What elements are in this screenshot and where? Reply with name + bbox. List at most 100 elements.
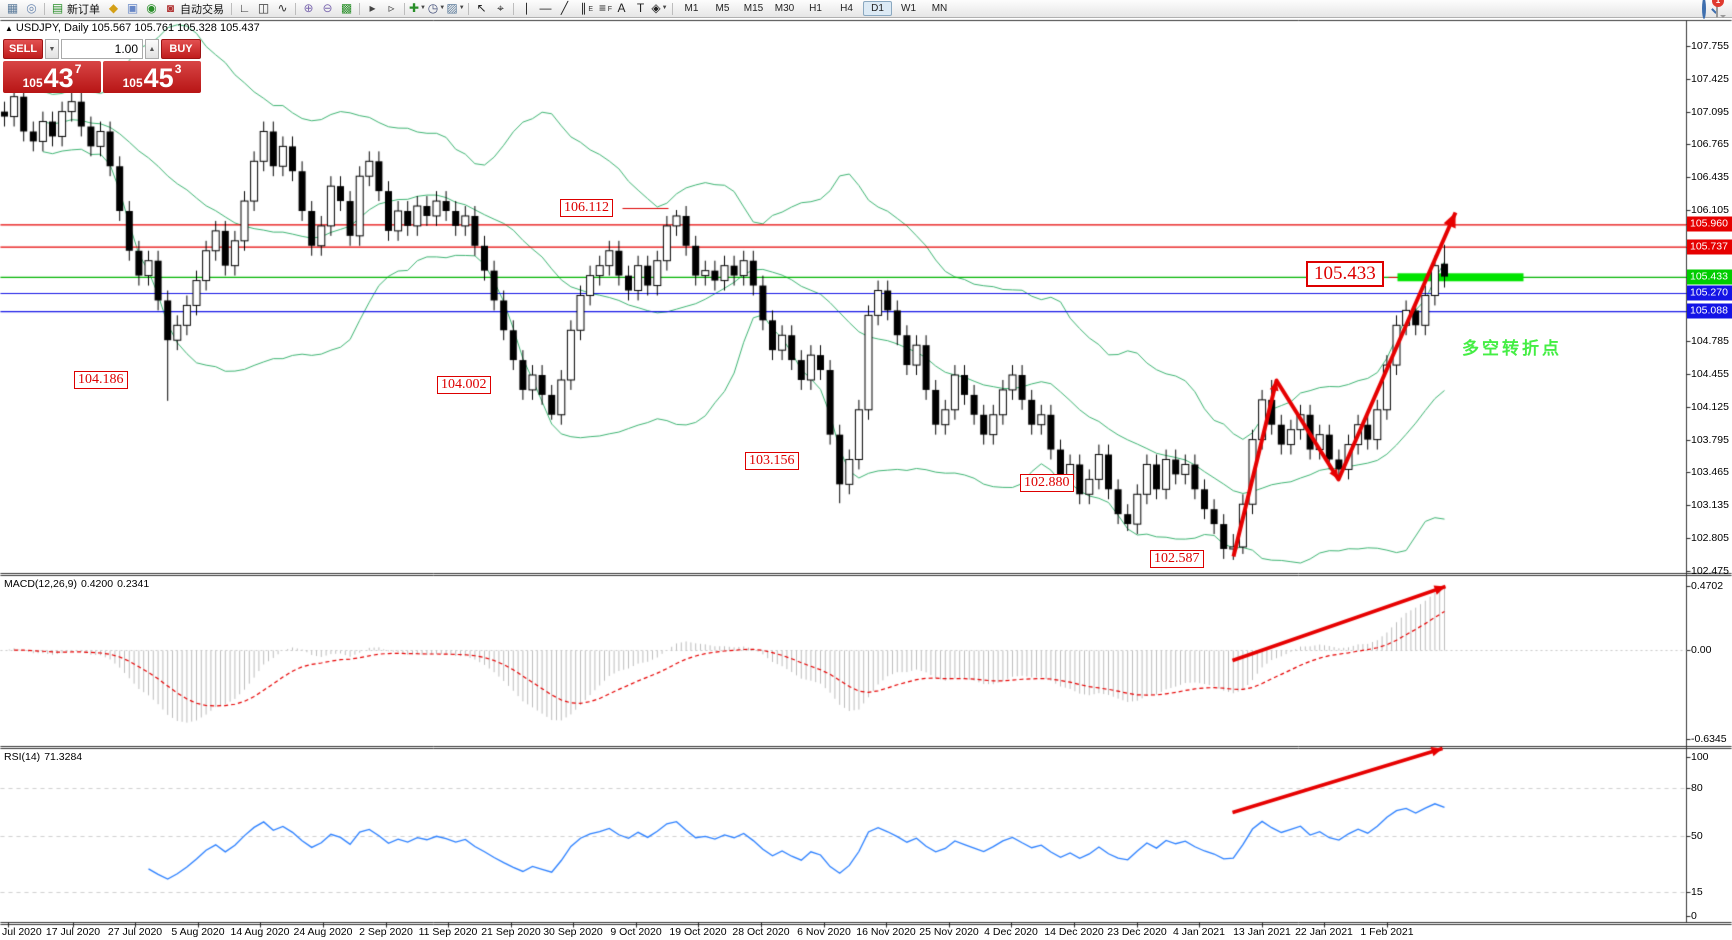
toolbar-separator xyxy=(295,2,296,15)
sell-button[interactable]: SELL xyxy=(3,39,43,59)
new-order-label[interactable]: 新订单 xyxy=(67,3,100,16)
date-label: 1 Feb 2021 xyxy=(1360,926,1414,938)
equidistant-channel-icon[interactable]: ∥ E xyxy=(580,1,594,15)
chart-window-icon[interactable]: ▦ xyxy=(6,1,19,15)
timeframe-button-m15[interactable]: M15 xyxy=(743,3,764,14)
date-label: 9 Oct 2020 xyxy=(610,926,662,938)
volume-input[interactable] xyxy=(61,39,143,59)
price-tick-label: 106.105 xyxy=(1691,204,1729,216)
date-label: 28 Oct 2020 xyxy=(732,926,790,938)
trend-annotation-text[interactable]: 多空转折点 xyxy=(1462,339,1562,358)
volume-increase-button[interactable]: ▲ xyxy=(145,39,159,59)
date-label: 30 Sep 2020 xyxy=(543,926,603,938)
price-level-badge: 105.737 xyxy=(1687,239,1732,255)
date-label: Jul 2020 xyxy=(2,926,42,938)
history-center-icon[interactable]: ◆ xyxy=(108,1,119,15)
timeframe-button-m5[interactable]: M5 xyxy=(715,3,730,14)
timeframe-toolbar: M1 M5 M15 M30 H1 H4 D1 W1 MN xyxy=(676,1,955,16)
ask-prefix: 105 xyxy=(122,76,143,90)
signals-icon[interactable]: ◉ xyxy=(146,1,157,15)
chart-shift-icon[interactable]: ▹ xyxy=(388,1,395,15)
templates-icon[interactable]: ▨ ▼ xyxy=(446,1,465,15)
price-annotation-label[interactable]: 104.002 xyxy=(437,376,491,394)
date-label: 22 Jan 2021 xyxy=(1295,926,1353,938)
indicators-icon[interactable]: ✚ ▼ xyxy=(408,1,426,15)
date-label: 16 Nov 2020 xyxy=(856,926,916,938)
auto-scroll-icon[interactable]: ▸ xyxy=(369,1,376,15)
timeframe-button-m30[interactable]: M30 xyxy=(774,3,795,14)
price-tick-label: 104.455 xyxy=(1691,368,1729,380)
date-label: 14 Dec 2020 xyxy=(1044,926,1104,938)
price-annotation-label[interactable]: 102.587 xyxy=(1150,550,1204,568)
price-level-badge: 105.960 xyxy=(1687,216,1732,232)
price-tick-label: 107.425 xyxy=(1691,73,1729,85)
fibonacci-icon[interactable]: ≡ F xyxy=(598,1,612,15)
date-label: 21 Sep 2020 xyxy=(481,926,541,938)
price-tick-label: 104.785 xyxy=(1691,335,1729,347)
new-order-icon[interactable]: ▤ xyxy=(51,1,64,15)
ask-pipette: 3 xyxy=(174,62,182,76)
date-label: 17 Jul 2020 xyxy=(45,926,101,938)
timeframe-button-mn[interactable]: MN xyxy=(931,3,948,14)
price-annotation-label[interactable]: 102.880 xyxy=(1020,474,1074,492)
zoom-out-icon[interactable]: ⊖ xyxy=(322,1,333,15)
print-preview-icon[interactable]: ◎ xyxy=(26,1,37,15)
price-annotation-label[interactable]: 106.112 xyxy=(560,199,613,217)
price-annotation-label[interactable]: 104.186 xyxy=(74,371,128,389)
bid-price-button[interactable]: 105 43 7 xyxy=(3,61,101,93)
timeframe-button-w1[interactable]: W1 xyxy=(901,3,916,14)
arrows-icon[interactable]: ◈ ▼ xyxy=(651,1,668,15)
price-annotation-label-105433[interactable]: 105.433 xyxy=(1306,261,1384,287)
buy-button[interactable]: BUY xyxy=(161,39,201,59)
tile-windows-icon[interactable]: ▩ xyxy=(340,1,353,15)
macd-tick-label: 0.00 xyxy=(1691,644,1712,656)
date-label: 24 Aug 2020 xyxy=(293,926,353,938)
date-label: 27 Jul 2020 xyxy=(107,926,163,938)
horizontal-line-icon[interactable]: — xyxy=(539,1,552,15)
terminal-icon[interactable]: ▣ xyxy=(126,1,139,15)
periods-icon[interactable]: ◷ ▼ xyxy=(427,1,446,15)
text-label-icon[interactable]: T xyxy=(636,1,645,15)
zoom-in-icon[interactable]: ⊕ xyxy=(303,1,314,15)
trendline-icon[interactable]: ╱ xyxy=(560,1,569,15)
rsi-tick-label: 100 xyxy=(1691,751,1709,763)
vertical-line-icon[interactable]: ∣ xyxy=(523,1,530,15)
crosshair-icon[interactable]: ⌖ xyxy=(497,1,504,15)
chart-bars-icon[interactable]: ∟ xyxy=(238,1,251,15)
chart-line-icon[interactable]: ∿ xyxy=(277,1,288,15)
price-tick-label: 103.465 xyxy=(1691,466,1729,478)
main-toolbar: ▦ ◎ ▤ 新订单 ◆ ▣ ◉ ◙ 自动交易 ∟ ◫ ∿ ⊕ ⊖ ▩ ▸ ▹ ✚ ▼ ◷ ▼ ▨ ▼ ↖ ⌖ ∣ — ╱ ∥ E ≡ F A T ◈… xyxy=(0,0,1732,19)
date-label: 4 Jan 2021 xyxy=(1173,926,1225,938)
bid-big-digits: 43 xyxy=(43,63,74,93)
ask-big-digits: 45 xyxy=(143,63,174,93)
text-icon[interactable]: A xyxy=(617,1,626,15)
autotrading-icon[interactable]: ◙ xyxy=(166,1,175,15)
price-level-badge: 105.270 xyxy=(1687,285,1732,301)
timeframe-button-h1[interactable]: H1 xyxy=(809,3,822,14)
toolbar-separator xyxy=(672,2,673,15)
timeframe-button-m1[interactable]: M1 xyxy=(684,3,699,14)
volume-decrease-button[interactable]: ▼ xyxy=(45,39,59,59)
price-tick-label: 102.475 xyxy=(1691,565,1729,577)
autotrading-label[interactable]: 自动交易 xyxy=(180,3,224,16)
chart-candles-icon[interactable]: ◫ xyxy=(257,1,270,15)
date-label: 13 Jan 2021 xyxy=(1233,926,1291,938)
date-label: 23 Dec 2020 xyxy=(1107,926,1167,938)
search-icon[interactable] xyxy=(1702,0,1706,19)
price-level-badge: 105.433 xyxy=(1687,269,1732,285)
timeframe-button-d1[interactable]: D1 xyxy=(863,1,892,16)
timeframe-button-h4[interactable]: H4 xyxy=(840,3,853,14)
date-label: 19 Oct 2020 xyxy=(669,926,727,938)
toolbar-separator xyxy=(44,2,45,15)
notifications-icon[interactable]: 1 xyxy=(1712,0,1724,18)
price-tick-label: 104.125 xyxy=(1691,401,1729,413)
cursor-icon[interactable]: ↖ xyxy=(476,1,487,15)
price-tick-label: 106.435 xyxy=(1691,171,1729,183)
toolbar-separator xyxy=(468,2,469,15)
collapse-marker-icon[interactable]: ▲ xyxy=(5,24,13,33)
ask-price-button[interactable]: 105 45 3 xyxy=(103,61,201,93)
price-tick-label: 103.135 xyxy=(1691,499,1729,511)
price-annotation-label[interactable]: 103.156 xyxy=(745,452,799,470)
